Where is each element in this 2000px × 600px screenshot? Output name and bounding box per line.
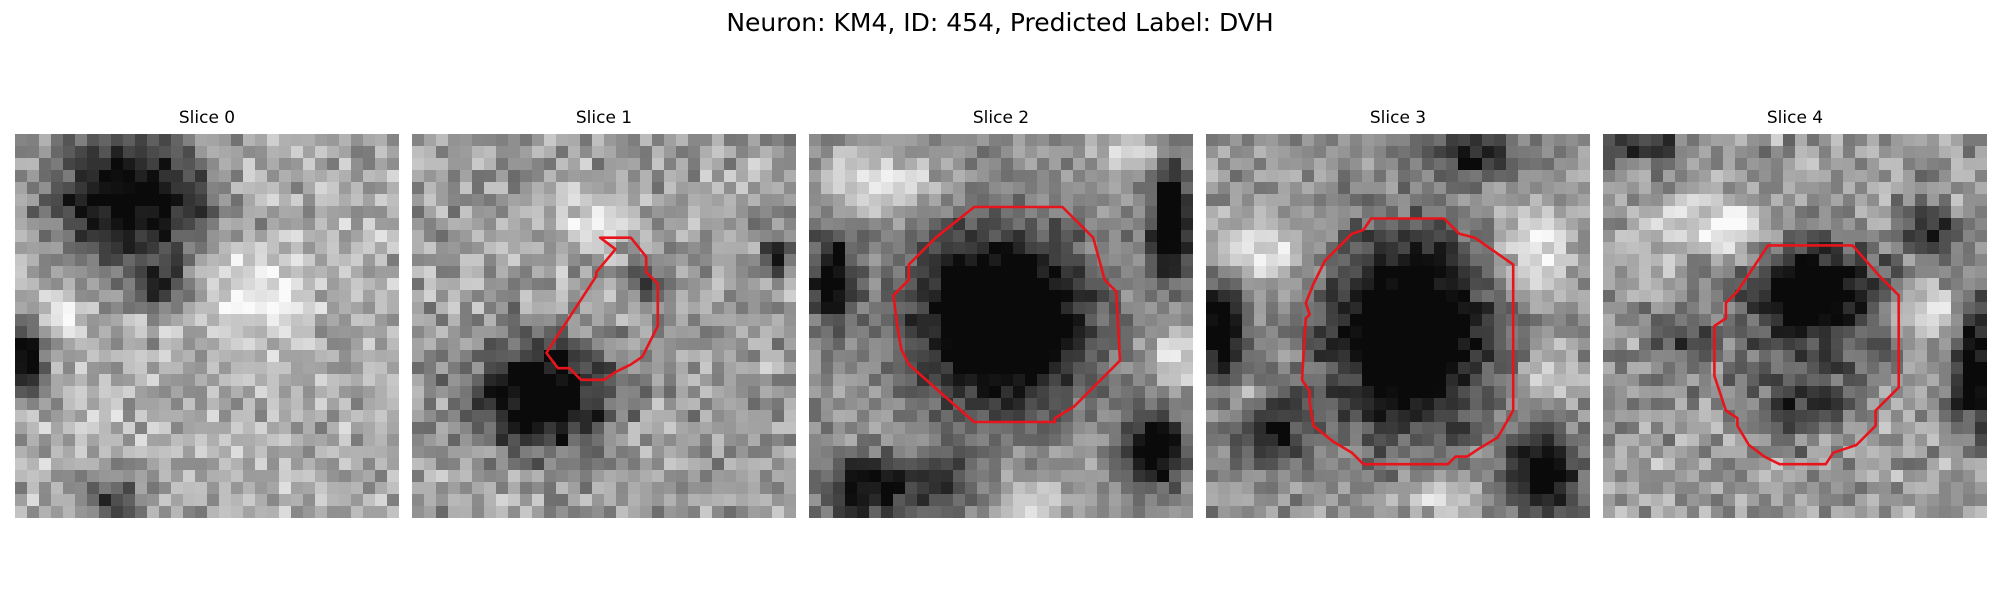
slice-image — [1206, 134, 1590, 518]
slice-title: Slice 0 — [178, 108, 236, 128]
segmentation-contour — [545, 236, 660, 382]
slice-panel: Slice 4 — [1603, 106, 1987, 518]
slice-title: Slice 1 — [575, 108, 633, 128]
slice-panel: Slice 1 — [412, 106, 796, 518]
slice-panel: Slice 2 — [809, 106, 1193, 518]
slice-image — [809, 134, 1193, 518]
slice-image — [1603, 134, 1987, 518]
segmentation-contour — [1300, 217, 1515, 466]
slice-panel: Slice 3 — [1206, 106, 1590, 518]
figure-title: Neuron: KM4, ID: 454, Predicted Label: D… — [726, 8, 1274, 37]
slice-image — [412, 134, 796, 518]
slice-title: Slice 3 — [1369, 108, 1427, 128]
segmentation-contour — [1713, 244, 1901, 466]
slice-title: Slice 2 — [972, 108, 1030, 128]
slice-image — [15, 134, 399, 518]
slice-panel: Slice 0 — [15, 106, 399, 518]
segmentation-contour — [892, 205, 1122, 424]
slice-title: Slice 4 — [1766, 108, 1824, 128]
